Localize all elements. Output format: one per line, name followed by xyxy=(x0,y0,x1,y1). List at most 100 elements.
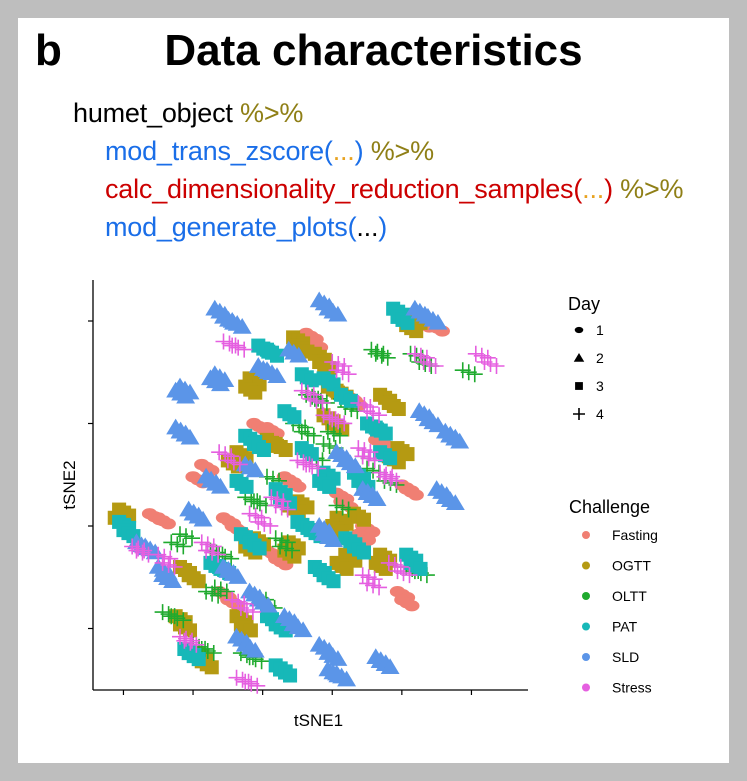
data-point-sld xyxy=(193,510,213,527)
data-point-sld xyxy=(324,531,343,547)
code-pipe-operator: %>% xyxy=(240,98,304,128)
legend-day-title: Day xyxy=(568,294,600,314)
data-point-sld xyxy=(328,650,348,666)
data-point-stress xyxy=(371,579,388,596)
data-point-oltt xyxy=(218,583,235,600)
data-point-stress xyxy=(371,407,388,424)
data-point-oltt xyxy=(184,530,200,547)
legend-challenge-key-pat xyxy=(582,622,590,631)
data-point-fasting xyxy=(151,514,168,526)
data-point-ogtt xyxy=(243,623,258,638)
data-point-stress xyxy=(166,558,183,575)
code-line-3: calc_dimensionality_reduction_samples(..… xyxy=(105,174,684,205)
data-point-pat xyxy=(256,442,271,458)
data-point-sld xyxy=(228,568,248,584)
data-point-stress xyxy=(427,358,444,374)
data-point-pat xyxy=(287,410,302,425)
data-point-stress xyxy=(140,546,157,563)
data-point-oltt xyxy=(340,501,357,518)
data-point-sld xyxy=(267,367,287,383)
data-point-oltt xyxy=(305,427,322,444)
data-point-ogtt xyxy=(287,549,302,564)
data-point-stress xyxy=(162,550,179,567)
data-point-oltt xyxy=(279,534,296,551)
legend-day-key-plus xyxy=(573,408,585,420)
code-ellipsis: ... xyxy=(332,136,355,166)
data-point-pat xyxy=(400,315,415,330)
data-point-ogtt xyxy=(248,385,263,400)
data-point-stress xyxy=(244,604,261,620)
data-point-stress xyxy=(418,349,435,366)
data-point-oltt xyxy=(175,538,192,555)
data-point-pat xyxy=(326,574,341,589)
legend-day-key-ellipse xyxy=(574,326,584,334)
data-point-sld xyxy=(367,490,387,506)
data-point-pat xyxy=(252,541,267,556)
code-close-paren: ) xyxy=(378,212,388,242)
data-point-sld xyxy=(428,313,448,330)
series-pat xyxy=(112,301,428,683)
legend-challenge-label: Fasting xyxy=(612,527,658,543)
data-point-stress xyxy=(336,415,353,432)
data-point-ogtt xyxy=(191,574,206,589)
data-point-stress xyxy=(205,538,222,555)
legend-challenge-title: Challenge xyxy=(569,497,650,517)
legend-challenge-key-fasting xyxy=(582,531,590,539)
code-pipe-operator: %>% xyxy=(370,136,434,166)
series-stress xyxy=(124,333,505,694)
data-point-stress xyxy=(249,677,266,694)
y-axis-label: tSNE2 xyxy=(60,460,79,509)
data-point-sld xyxy=(180,428,200,445)
tsne-scatter-chart: tSNE1 tSNE2 Day 1 2 3 4 Challenge Fasting OGTT OLT… xyxy=(60,280,658,730)
legend-day-label: 1 xyxy=(596,322,604,338)
legend-challenge-label: SLD xyxy=(612,649,639,665)
data-point-stress xyxy=(362,399,379,415)
data-point-stress xyxy=(236,595,253,612)
data-point-sld xyxy=(328,305,348,322)
code-line-2: mod_trans_zscore(...) %>% xyxy=(105,136,434,167)
data-point-sld xyxy=(445,494,465,511)
legend-challenge-key-ogtt xyxy=(582,561,590,570)
data-point-stress xyxy=(305,386,322,403)
data-point-sld xyxy=(245,461,265,478)
data-point-stress xyxy=(275,493,292,510)
code-ellipsis: ... xyxy=(582,174,605,204)
data-point-oltt xyxy=(466,366,483,383)
data-point-sld xyxy=(293,621,313,638)
data-point-pat xyxy=(304,373,319,388)
legend-day-label: 3 xyxy=(596,378,604,394)
data-point-stress xyxy=(479,349,496,366)
data-point-sld xyxy=(337,670,357,687)
data-point-stress xyxy=(231,456,248,473)
data-point-sld xyxy=(380,658,400,675)
data-point-stress xyxy=(488,358,505,374)
data-point-stress xyxy=(314,394,331,411)
data-point-pat xyxy=(283,668,298,683)
code-block: humet_object %>% mod_trans_zscore(...) %… xyxy=(18,18,729,278)
series-oltt xyxy=(154,341,483,670)
data-point-stress xyxy=(366,571,383,588)
data-point-fasting xyxy=(404,600,420,612)
legend-challenge-label: OGTT xyxy=(612,558,651,574)
data-point-stress xyxy=(310,460,327,477)
data-point-fasting xyxy=(291,481,307,493)
data-point-ogtt xyxy=(278,442,293,458)
data-point-ogtt xyxy=(391,401,406,417)
legend-challenge-label: PAT xyxy=(612,619,638,635)
data-point-fasting xyxy=(408,489,424,501)
data-point-pat xyxy=(269,348,285,363)
data-point-pat xyxy=(383,451,398,466)
data-point-stress xyxy=(210,546,227,563)
data-point-ogtt xyxy=(339,561,354,576)
data-point-oltt xyxy=(205,645,222,661)
data-point-sld xyxy=(176,387,196,404)
data-point-pat xyxy=(378,426,393,441)
data-point-pat xyxy=(239,479,254,494)
data-point-stress xyxy=(362,444,379,461)
data-point-pat xyxy=(413,561,428,576)
panel-letter: b xyxy=(35,26,62,75)
data-point-sld xyxy=(289,346,309,363)
data-point-sld xyxy=(232,318,252,334)
data-point-pat xyxy=(191,652,206,667)
code-close-paren: ) xyxy=(354,136,364,166)
